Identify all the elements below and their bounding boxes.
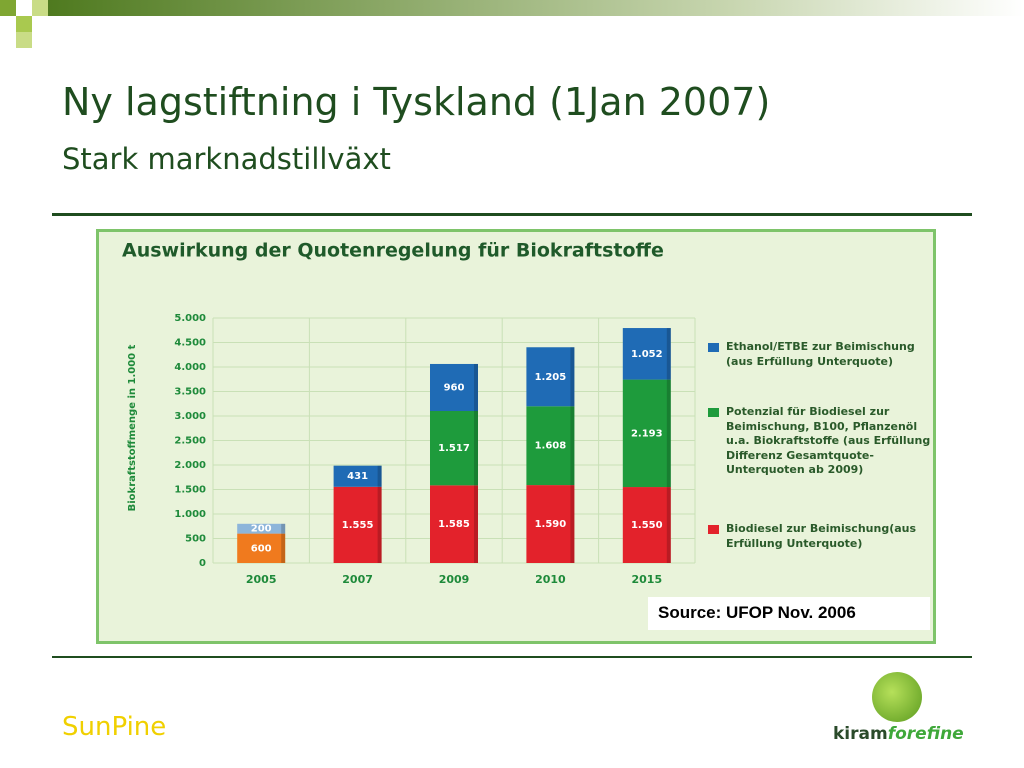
legend-swatch <box>708 525 719 534</box>
value-label: 960 <box>444 382 465 393</box>
footer: SunPine <box>62 712 167 742</box>
corner-square <box>0 0 16 16</box>
chart: Auswirkung der Quotenregelung für Biokra… <box>122 240 696 586</box>
x-tick-label: 2005 <box>246 573 277 586</box>
bar-shade <box>570 347 575 407</box>
legend-swatch <box>708 408 719 417</box>
divider <box>52 213 972 216</box>
bar-shade <box>666 487 671 563</box>
bar-shade <box>377 486 382 563</box>
y-tick-label: 2.000 <box>174 460 206 471</box>
bar-shade <box>666 328 671 380</box>
value-label: 600 <box>251 543 272 554</box>
value-label: 200 <box>251 524 272 535</box>
value-label: 1.550 <box>631 520 663 531</box>
x-tick-label: 2007 <box>342 573 373 586</box>
legend-entry: Potenzial für Biodiesel zur Beimischung,… <box>708 405 936 478</box>
value-label: 1.590 <box>535 519 567 530</box>
corner-square <box>32 0 48 16</box>
legend-entry: Ethanol/ETBE zur Beimischung (aus Erfüll… <box>708 340 936 369</box>
bar-segment <box>622 328 671 380</box>
bar-segment <box>526 485 575 563</box>
bar-shade <box>377 465 382 487</box>
y-axis-label: Biokraftstoffmenge in 1.000 t <box>127 344 138 511</box>
slide-subtitle: Stark marknadstillväxt <box>62 142 391 176</box>
y-tick-label: 4.500 <box>174 338 206 349</box>
value-label: 1.555 <box>342 520 374 531</box>
value-label: 431 <box>347 471 368 482</box>
value-label: 1.052 <box>631 349 663 360</box>
y-tick-label: 4.000 <box>174 362 206 373</box>
source-box <box>648 597 930 630</box>
y-tick-label: 1.500 <box>174 485 206 496</box>
bar-segment <box>526 406 575 486</box>
source: Source: UFOP Nov. 2006 <box>658 603 856 622</box>
bar-segment <box>622 487 671 563</box>
bar-shade <box>474 363 478 412</box>
bar-segment <box>526 347 575 407</box>
bar-segment <box>333 486 382 563</box>
y-tick-label: 5.000 <box>174 313 206 324</box>
legend-label: Ethanol/ETBE zur Beimischung (aus Erfüll… <box>726 340 915 368</box>
x-tick-label: 2010 <box>535 573 566 586</box>
bar-shade <box>570 485 575 563</box>
slide-title: Ny lagstiftning i Tyskland (1Jan 2007) <box>62 80 771 124</box>
header-bar <box>48 0 1024 16</box>
bar-shade <box>281 533 286 563</box>
bar-segment <box>237 523 286 534</box>
value-label: 1.517 <box>438 443 470 454</box>
bar-segment <box>430 363 478 412</box>
y-tick-label: 3.000 <box>174 411 206 422</box>
y-tick-label: 2.500 <box>174 436 206 447</box>
value-label: 1.608 <box>535 441 567 452</box>
value-label: 1.585 <box>438 519 470 530</box>
bar-shade <box>281 523 286 534</box>
bar-shade <box>570 406 575 486</box>
logo-text: kiram <box>833 724 888 744</box>
bar-segment <box>430 485 478 563</box>
legend-label: Biodiesel zur Beimischung(aus Erfüllung … <box>726 522 917 550</box>
y-tick-label: 3.500 <box>174 387 206 398</box>
bar-shade <box>474 411 478 486</box>
bar-segment <box>622 379 671 488</box>
y-tick-label: 1.000 <box>174 509 206 520</box>
chart-panel <box>96 229 936 644</box>
x-tick-label: 2009 <box>439 573 470 586</box>
bar-segment <box>237 533 286 563</box>
logo-text: forefine <box>887 724 964 744</box>
chart-title: Auswirkung der Quotenregelung für Biokra… <box>122 240 664 262</box>
x-tick-label: 2015 <box>631 573 662 586</box>
logo-leaf <box>872 672 922 722</box>
legend-entry: Biodiesel zur Beimischung(aus Erfüllung … <box>708 522 936 551</box>
y-tick-label: 500 <box>185 534 206 545</box>
logo: kiramforefine <box>833 724 964 744</box>
corner-square <box>16 16 32 32</box>
corner-square <box>16 32 32 48</box>
legend-swatch <box>708 343 719 352</box>
bar-segment <box>430 411 478 486</box>
y-tick-label: 0 <box>199 558 206 569</box>
value-label: 2.193 <box>631 428 663 439</box>
bar-segment <box>333 465 382 487</box>
bar-shade <box>666 379 671 488</box>
bar-shade <box>474 485 478 563</box>
legend-label: Potenzial für Biodiesel zur Beimischung,… <box>726 405 931 476</box>
divider <box>52 656 972 658</box>
value-label: 1.205 <box>535 372 567 383</box>
